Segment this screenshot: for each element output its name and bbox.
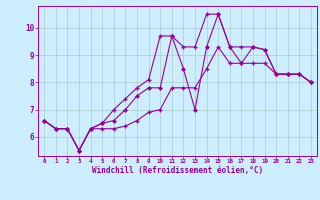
X-axis label: Windchill (Refroidissement éolien,°C): Windchill (Refroidissement éolien,°C) bbox=[92, 166, 263, 175]
